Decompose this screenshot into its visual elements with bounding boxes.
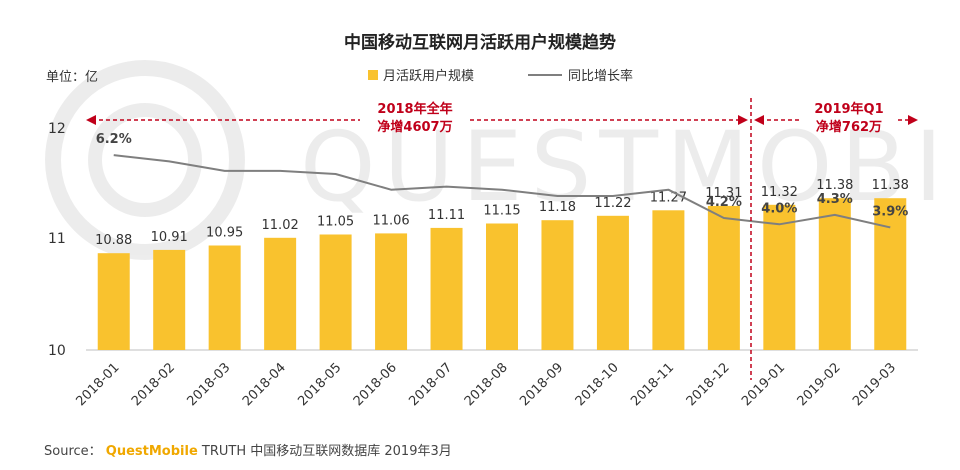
x-tick-label: 2018-06 [351, 360, 400, 409]
source-brand: QuestMobile [105, 444, 198, 459]
bar-2018-05 [319, 234, 352, 350]
bar-2018-12 [707, 205, 740, 350]
bar-2018-01 [97, 253, 130, 350]
chart-title: 中国移动互联网月活跃用户规模趋势 [344, 32, 616, 53]
annotation-2019q1-line1: 2019年Q1 [814, 101, 883, 117]
bar-2018-08 [486, 223, 518, 350]
watermark-logo-inner [88, 103, 202, 217]
x-tick-label: 2019-03 [850, 360, 899, 409]
annotation-2018: 2018年全年 净增4607万 [86, 101, 748, 135]
source-footnote: Source： QuestMobile TRUTH 中国移动互联网数据库 201… [44, 440, 452, 459]
y-tick-label: 11 [48, 231, 66, 247]
legend-bar-label: 月活跃用户规模 [383, 68, 474, 84]
annotation-2019q1-arrowhead-right [908, 115, 918, 125]
bar-value-label: 11.05 [317, 215, 354, 230]
x-tick-label: 2018-05 [295, 360, 344, 409]
annotation-2019q1-arrowhead-left [754, 115, 764, 125]
bar-value-label: 11.22 [594, 196, 631, 211]
growth-value-label: 4.0% [761, 201, 797, 216]
bar-2018-03 [208, 245, 241, 350]
bar-value-label: 11.38 [872, 178, 909, 193]
growth-value-label: 4.2% [706, 195, 742, 210]
bar-2018-09 [541, 220, 574, 350]
annotation-2018-arrowhead-left [86, 115, 96, 125]
growth-labels: 6.2% 4.2% 4.0% 4.3% 3.9% [96, 132, 909, 219]
y-tick-label: 10 [48, 343, 66, 359]
source-prefix: Source： [44, 444, 102, 459]
x-axis-ticks: 2018-01 2018-02 2018-03 2018-04 2018-05 2018-… [74, 360, 900, 409]
chart: QUESTMOBILE 中国移动互联网月活跃用户规模趋势 单位：亿 月活跃用户规… [45, 32, 960, 409]
bar-value-label: 11.15 [483, 204, 520, 219]
legend: 月活跃用户规模 同比增长率 [368, 68, 633, 84]
x-tick-label: 2018-10 [573, 360, 622, 409]
bar-labels: 10.88 10.91 10.95 11.02 11.05 11.06 11.11 11.15… [95, 178, 909, 248]
x-tick-label: 2019-02 [795, 360, 844, 409]
bar-2018-02 [153, 249, 186, 350]
x-tick-label: 2018-12 [684, 360, 733, 409]
x-tick-label: 2018-03 [184, 360, 233, 409]
bar-series [97, 198, 907, 350]
bar-value-label: 11.32 [761, 185, 798, 200]
line-series [113, 154, 891, 229]
bar-2018-11 [652, 210, 685, 350]
x-tick-label: 2018-09 [517, 360, 566, 409]
x-tick-label: 2019-01 [739, 360, 788, 409]
legend-line-label: 同比增长率 [568, 68, 633, 84]
x-tick-label: 2018-08 [462, 360, 511, 409]
y-tick-label: 12 [48, 121, 66, 137]
bar-value-label: 11.11 [428, 208, 465, 223]
source-text: TRUTH 中国移动互联网数据库 2019年3月 [201, 444, 452, 459]
bar-value-label: 10.91 [151, 230, 188, 245]
annotation-2019q1: 2019年Q1 净增762万 [754, 101, 918, 135]
bar-value-label: 11.27 [650, 190, 687, 205]
x-tick-label: 2018-07 [406, 360, 455, 409]
bar-2019-02 [818, 198, 851, 350]
annotation-2018-line2: 净增4607万 [377, 119, 452, 135]
x-tick-label: 2018-04 [240, 360, 289, 409]
growth-value-label: 4.3% [817, 192, 853, 207]
x-tick-label: 2018-01 [74, 360, 123, 409]
bar-2019-01 [763, 204, 796, 350]
bar-value-label: 11.38 [816, 178, 853, 193]
bar-value-label: 11.31 [705, 186, 742, 201]
x-tick-label: 2018-11 [628, 360, 677, 409]
bar-2018-04 [264, 237, 297, 350]
bar-2018-10 [596, 215, 629, 350]
legend-bar-swatch [368, 70, 378, 80]
annotation-2019q1-line2: 净增762万 [816, 119, 882, 135]
watermark-logo-outer [45, 60, 245, 260]
bar-value-label: 10.88 [95, 233, 132, 248]
bar-value-label: 11.06 [372, 213, 409, 228]
x-tick-label: 2018-02 [129, 360, 178, 409]
annotation-2018-arrowhead-right [738, 115, 748, 125]
bar-2018-07 [430, 227, 463, 350]
bar-2018-06 [375, 233, 408, 350]
bar-2019-03 [874, 198, 907, 350]
y-axis: 12 11 10 [48, 121, 66, 359]
annotation-2018-line1: 2018年全年 [377, 101, 452, 117]
growth-value-label: 6.2% [96, 132, 132, 147]
bar-value-label: 11.18 [539, 200, 576, 215]
growth-value-label: 3.9% [872, 204, 908, 219]
unit-label: 单位：亿 [46, 70, 98, 85]
bar-value-label: 10.95 [206, 226, 243, 241]
bar-value-label: 11.02 [262, 218, 299, 233]
